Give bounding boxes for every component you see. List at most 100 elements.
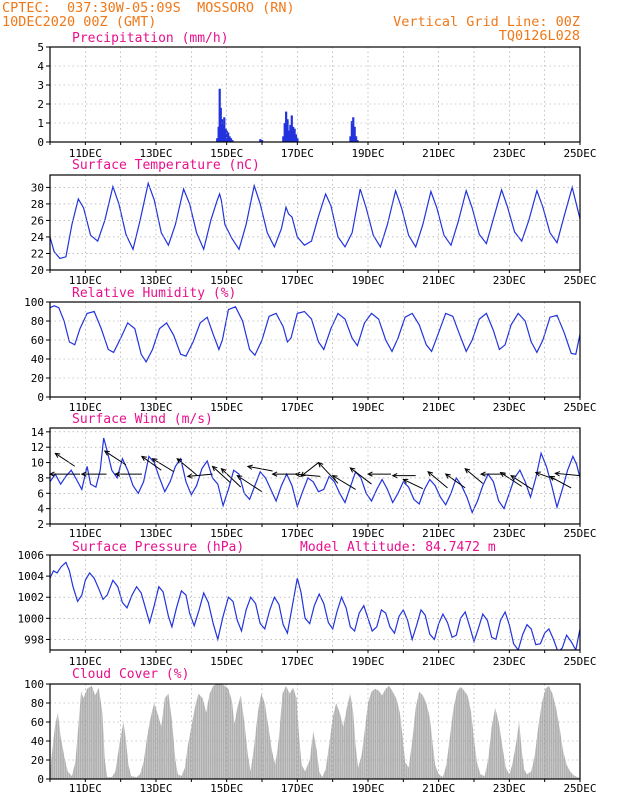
x-tick-label: 19DEC: [351, 655, 384, 668]
wind-vector: [141, 456, 162, 471]
grid-rh: [50, 302, 580, 397]
x-tick-label: 23DEC: [493, 274, 526, 287]
x-tick-label: 19DEC: [351, 782, 384, 795]
x-tick-label: 17DEC: [281, 147, 314, 160]
precip-bar: [287, 130, 291, 142]
wind-vector: [332, 475, 356, 490]
x-tick-label: 17DEC: [281, 655, 314, 668]
panel-precip: 0 1 2 3 4 5 11DEC 13DEC 15DEC 17DEC 19DEC 21DEC 23DE…: [37, 31, 596, 160]
grid-wind: [50, 428, 580, 524]
precip-bar: [229, 138, 233, 142]
precip-bar: [228, 136, 231, 142]
x-tick-label: 19DEC: [351, 527, 384, 540]
x-tick-label: 15DEC: [210, 401, 243, 414]
x-tick-label: 23DEC: [493, 147, 526, 160]
y-tick-label: 100: [24, 678, 44, 691]
grid-cloud: [50, 684, 580, 779]
wind-arrowhead: [464, 467, 471, 474]
y-tick-label: 8: [37, 472, 44, 485]
x-tick-label: 15DEC: [210, 655, 243, 668]
wind-arrowhead: [114, 471, 121, 477]
precip-bar: [290, 115, 293, 142]
x-tick-label: 25DEC: [563, 274, 596, 287]
x-tick-label: 23DEC: [493, 782, 526, 795]
panel-frame: [49, 554, 581, 651]
y-tick-label: 1006: [18, 549, 45, 562]
wind-arrowhead: [548, 475, 555, 481]
x-tick-label: 25DEC: [563, 655, 596, 668]
wind-arrowhead: [220, 467, 227, 474]
wind-series-line: [50, 437, 580, 515]
wind-vector: [318, 462, 339, 484]
wind-arrowhead: [391, 472, 398, 479]
wind-vector: [236, 475, 263, 493]
wind-arrowhead: [510, 474, 517, 481]
precip-bar: [292, 126, 295, 142]
y-tick-label: 4: [37, 503, 44, 516]
wind-vector: [445, 473, 466, 489]
x-tick-label: 17DEC: [281, 782, 314, 795]
x-tick-label: 19DEC: [351, 401, 384, 414]
press-title: Surface Pressure (hPa): [72, 540, 244, 555]
x-tick-label: 21DEC: [422, 274, 455, 287]
x-tick-label: 23DEC: [493, 527, 526, 540]
precip-bar: [349, 136, 352, 142]
x-tick-label: 21DEC: [422, 401, 455, 414]
wind-arrowhead: [176, 457, 183, 464]
rh-title: Relative Humidity (%): [72, 286, 236, 301]
x-tick-label: 21DEC: [422, 527, 455, 540]
wind-vector: [176, 458, 197, 476]
precip-bar: [223, 117, 226, 142]
y-tick-label: 3: [37, 79, 44, 92]
wind-vector: [464, 468, 484, 484]
precip-bar: [225, 130, 228, 142]
wind-arrowhead: [103, 450, 110, 456]
precip-bar: [296, 138, 299, 142]
precip-bar: [227, 132, 230, 142]
panel-press: 998 1000 1002 1004 1006 11DEC 13DEC 15DEC 17DEC 1…: [18, 540, 597, 668]
y-tick-label: 20: [31, 372, 44, 385]
wind-vector: [350, 467, 372, 485]
panel-frame: [49, 427, 581, 525]
x-tick-label: 17DEC: [281, 401, 314, 414]
panel-frame: [49, 174, 581, 271]
wind-vector: [187, 473, 213, 477]
grid-press: [50, 555, 580, 650]
y-tick-label: 1000: [18, 612, 45, 625]
y-tick-label: 1004: [18, 570, 45, 583]
x-tick-label: 13DEC: [139, 782, 172, 795]
x-tick-label: 15DEC: [210, 782, 243, 795]
y-tick-label: 20: [31, 264, 44, 277]
wind-arrowhead: [271, 471, 278, 477]
x-tick-label: 17DEC: [281, 274, 314, 287]
panel-rh: 0 20 40 60 80 100 11DEC 13DEC 15DEC 17DEC 19DEC 21D…: [24, 286, 596, 414]
y-tick-label: 0: [37, 773, 44, 786]
x-tick-label: 15DEC: [210, 147, 243, 160]
y-tick-label: 10: [31, 457, 44, 470]
wind-arrowhead: [554, 471, 561, 477]
wind-arrowhead: [479, 471, 486, 477]
wind-vector: [403, 479, 423, 490]
wind-arrowhead: [54, 452, 61, 458]
y-tick-label: 24: [31, 231, 45, 244]
wind-arrowhead: [331, 475, 338, 481]
precip-bar: [353, 126, 356, 142]
y-tick-label: 6: [37, 487, 44, 500]
x-tick-label: 25DEC: [563, 401, 596, 414]
x-tick-label: 23DEC: [493, 655, 526, 668]
wind-vector: [555, 472, 581, 477]
wind-arrowhead: [246, 464, 253, 470]
precip-bar: [293, 128, 296, 142]
wind-arrowhead: [140, 455, 147, 462]
y-tick-label: 1: [37, 117, 44, 130]
x-tick-label: 13DEC: [139, 527, 172, 540]
y-tick-label: 12: [31, 441, 44, 454]
y-tick-label: 14: [31, 426, 45, 439]
grid-precip: [50, 47, 580, 142]
panel-wind: 2 4 6 8 10 12 14 11DEC 13DEC 15DEC 17DEC 19DEC 21DEC…: [31, 412, 597, 540]
x-tick-label: 11DEC: [69, 782, 102, 795]
wind-vector: [212, 466, 231, 483]
y-tick-label: 4: [37, 60, 44, 73]
y-tick-label: 26: [31, 214, 44, 227]
grid-note: Vertical Grid Line: 00Z: [393, 14, 580, 30]
